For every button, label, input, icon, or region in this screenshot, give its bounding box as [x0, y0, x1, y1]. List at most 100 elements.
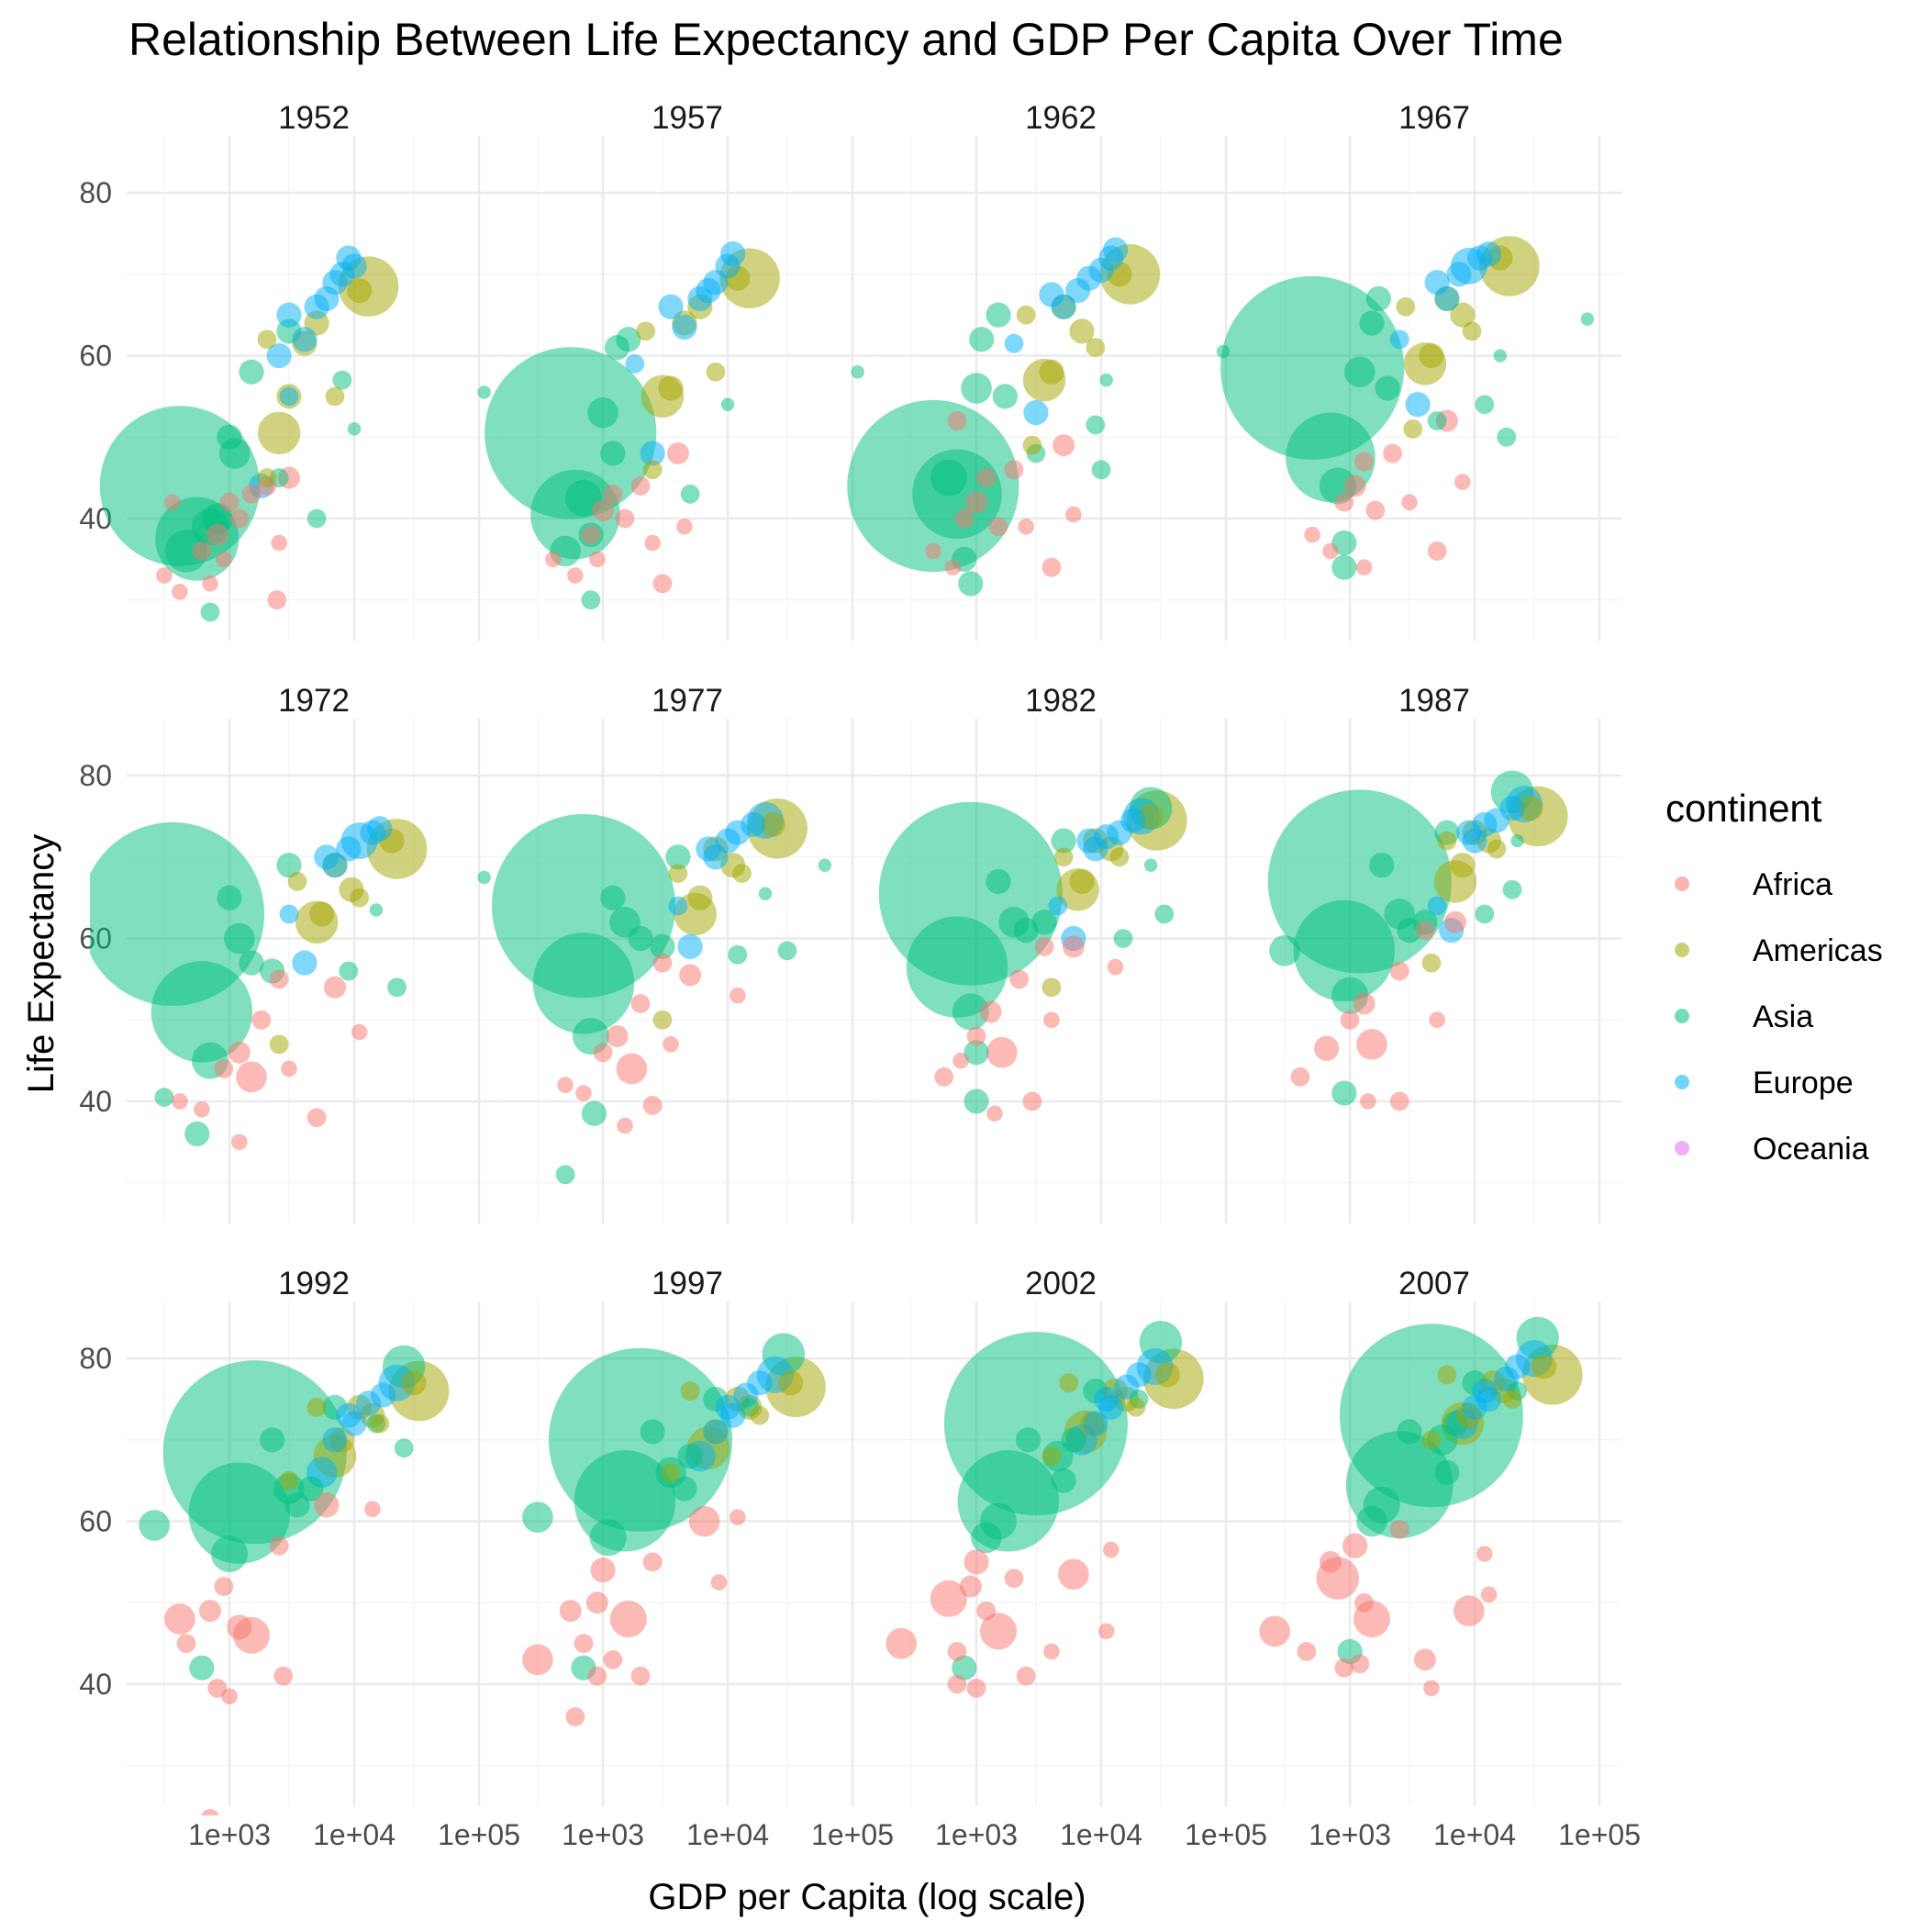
x-tick-label: 1e+04: [1060, 1818, 1142, 1851]
bubble-asia: [217, 885, 242, 910]
bubble-asia: [758, 887, 773, 900]
bubble-americas: [309, 901, 335, 927]
bubble-africa: [251, 1010, 272, 1030]
bubble-americas: [1437, 1365, 1457, 1385]
bubble-africa: [730, 987, 746, 1004]
bubble-europe: [1434, 285, 1460, 312]
bubble-africa: [1383, 443, 1403, 463]
bubble-americas: [1059, 1373, 1079, 1393]
x-tick-label: 1e+03: [188, 1818, 271, 1851]
bubble-africa: [351, 1023, 368, 1041]
bubble-africa: [229, 508, 250, 529]
bubble-asia: [260, 1427, 285, 1453]
bubble-asia: [616, 327, 641, 352]
bubble-europe: [1048, 896, 1068, 916]
facet-panel-1977: 1977: [491, 683, 874, 1223]
bubble-asia: [150, 961, 253, 1063]
chart-title: Relationship Between Life Expectancy and…: [128, 14, 1564, 65]
bubble-africa: [1454, 474, 1471, 490]
bubble-asia: [1051, 1468, 1076, 1493]
bubble-americas: [1069, 868, 1095, 895]
bubble-asia: [211, 1536, 249, 1572]
legend-key: [1675, 1075, 1689, 1089]
bubble-americas: [1450, 302, 1476, 328]
bubble-asia: [961, 373, 992, 404]
bubble-asia: [906, 916, 1008, 1018]
bubble-asia: [139, 1510, 170, 1541]
bubble-asia: [952, 993, 989, 1031]
legend-key: [1675, 1141, 1689, 1156]
bubble-asia: [276, 853, 302, 878]
bubble-africa: [952, 1052, 969, 1069]
bubble-americas: [1421, 1430, 1442, 1450]
x-tick-label: 1e+04: [313, 1818, 395, 1851]
bubble-africa: [164, 1603, 195, 1635]
bubble-africa: [201, 1808, 219, 1815]
bubble-africa: [886, 1627, 917, 1659]
bubble-africa: [976, 1601, 997, 1621]
bubble-africa: [947, 1674, 967, 1694]
bubble-asia: [1475, 395, 1495, 415]
bubble-africa: [1342, 1533, 1368, 1558]
bubble-americas: [1403, 419, 1423, 439]
bubble-group: [1267, 770, 1568, 1111]
bubble-africa: [589, 551, 606, 568]
bubble-africa: [1314, 1035, 1340, 1061]
bubble-asia: [1365, 285, 1391, 312]
bubble-asia: [589, 1519, 627, 1557]
bubble-americas: [1086, 338, 1106, 358]
bubble-africa: [593, 1043, 613, 1063]
bubble-africa: [947, 411, 967, 430]
bubble-asia: [90, 821, 265, 1006]
bubble-africa: [1350, 1654, 1370, 1674]
bubble-americas: [257, 411, 301, 454]
bubble-asia: [154, 1088, 174, 1107]
bubble-africa: [615, 508, 635, 529]
bubble-asia: [1293, 899, 1396, 1002]
bubble-europe: [741, 811, 766, 837]
bubble-europe: [658, 294, 684, 319]
bubble-europe: [292, 950, 317, 976]
bubble-africa: [710, 1574, 728, 1591]
legend-key: [1675, 943, 1689, 957]
facet-label: 2007: [1398, 1266, 1470, 1301]
legend-item-oceania: Oceania: [1675, 1132, 1869, 1167]
bubble-africa: [567, 567, 584, 584]
bubble-americas: [1437, 831, 1457, 851]
bubble-africa: [979, 1000, 1002, 1023]
y-tick-label: 40: [79, 1085, 112, 1118]
bubble-africa: [364, 1501, 381, 1518]
bubble-africa: [1009, 969, 1030, 989]
bubble-group: [522, 1333, 826, 1726]
bubble-group: [90, 816, 491, 1151]
bubble-africa: [947, 1642, 967, 1661]
legend-item-asia: Asia: [1675, 1000, 1813, 1034]
bubble-africa: [965, 491, 988, 514]
bubble-africa: [1319, 1550, 1342, 1573]
y-tick-label: 80: [79, 176, 112, 209]
bubble-africa: [603, 1649, 623, 1670]
bubble-africa: [1429, 1011, 1445, 1029]
bubble-americas: [661, 1462, 681, 1482]
bubble-americas: [680, 1381, 700, 1401]
bubble-americas: [347, 277, 373, 304]
x-tick-label: 1e+05: [438, 1818, 520, 1851]
facet-panel-1962: 1962: [847, 100, 1248, 641]
bubble-europe: [341, 253, 367, 279]
bubble-asia: [640, 1419, 665, 1445]
bubble-group: [485, 241, 864, 610]
bubble-europe: [1462, 1394, 1487, 1420]
bubble-africa: [1053, 434, 1075, 457]
bubble-asia: [958, 571, 984, 597]
bubble-europe: [1476, 241, 1502, 267]
bubble-americas: [1487, 839, 1507, 859]
bubble-americas: [306, 1397, 327, 1417]
legend-label: Americas: [1753, 933, 1883, 968]
bubble-africa: [1259, 1615, 1290, 1647]
bubble-africa: [1454, 1595, 1485, 1626]
bubble-asia: [1359, 310, 1385, 336]
bubble-asia: [387, 977, 407, 998]
bubble-asia: [986, 302, 1011, 328]
bubble-africa: [1427, 542, 1447, 561]
